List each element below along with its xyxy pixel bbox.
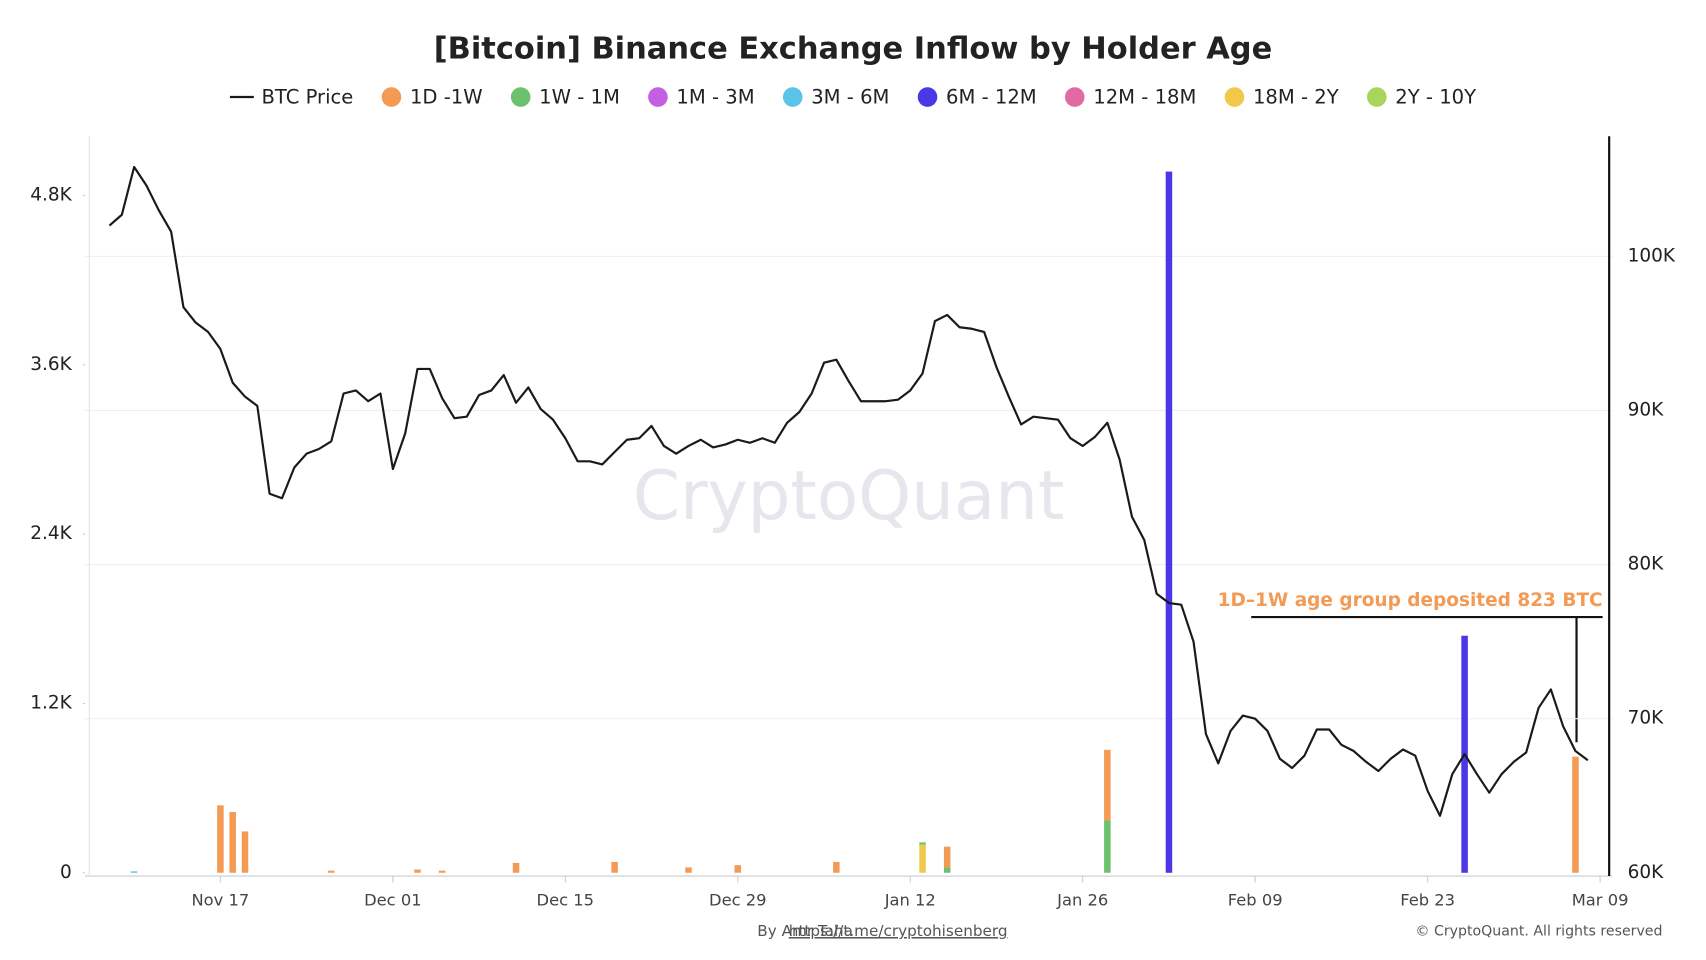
legend-marker	[782, 87, 803, 107]
y-tick-label: 0	[60, 862, 72, 883]
bar	[943, 846, 951, 868]
bar	[229, 811, 236, 873]
legend-marker	[1366, 87, 1387, 107]
bar	[685, 867, 692, 873]
y2-tick-label: 60K	[1628, 862, 1665, 883]
bar	[1104, 820, 1111, 873]
legend-label: 18M - 2Y	[1253, 86, 1339, 109]
legend-marker	[648, 87, 668, 107]
legend: BTC Price 1D -1W 1W - 1M 1M - 3M 3M - 6M 6M -…	[229, 86, 1476, 109]
y2-tick-label: 100K	[1628, 245, 1676, 266]
x-tick-label: Dec 29	[709, 891, 767, 910]
watermark: CryptoQuant	[633, 456, 1065, 535]
legend-marker	[917, 87, 938, 107]
x-tick-label: Feb 23	[1400, 891, 1455, 910]
y2-tick-label: 90K	[1628, 399, 1665, 420]
annotation: 1D–1W age group deposited 823 BTC	[1218, 590, 1603, 611]
bar	[1165, 171, 1173, 873]
x-tick-label: Jan 12	[884, 891, 936, 910]
y-tick-label: 2.4K	[30, 523, 72, 544]
bar	[919, 842, 926, 845]
bar	[919, 844, 926, 873]
legend-label: 1D -1W	[410, 86, 483, 109]
bar	[241, 831, 249, 873]
y2-tick-label: 70K	[1628, 708, 1665, 729]
footer-author: By Amr Taha	[757, 922, 853, 940]
legend-label: 6M - 12M	[946, 86, 1037, 109]
y-tick-label: 3.6K	[30, 354, 72, 375]
footer-link[interactable]: https://t.me/cryptohisenberg	[789, 922, 1008, 940]
legend-marker	[1064, 87, 1085, 107]
y2-tick-label: 80K	[1628, 554, 1665, 575]
x-tick-label: Jan 26	[1056, 891, 1108, 910]
legend-label: 12M - 18M	[1093, 86, 1196, 109]
legend-label: 1W - 1M	[539, 86, 620, 109]
x-tick-label: Dec 01	[364, 891, 422, 910]
bar	[1572, 756, 1579, 873]
legend-label: 2Y - 10Y	[1395, 86, 1476, 109]
chart-title: [Bitcoin] Binance Exchange Inflow by Hol…	[434, 32, 1273, 67]
legend-marker	[510, 87, 531, 107]
bar	[327, 870, 335, 873]
bar	[943, 867, 951, 873]
legend-label: 3M - 6M	[811, 86, 889, 109]
x-tick-label: Feb 09	[1228, 891, 1283, 910]
legend-label: BTC Price	[261, 86, 353, 109]
x-tick-label: Nov 17	[191, 891, 249, 910]
bar	[438, 870, 446, 873]
bar	[217, 805, 224, 873]
bar	[734, 865, 742, 873]
bar	[512, 862, 520, 873]
copyright: © CryptoQuant. All rights reserved	[1415, 924, 1662, 940]
bar	[611, 861, 618, 873]
x-tick-label: Mar 09	[1572, 891, 1629, 910]
x-tick-label: Dec 15	[537, 891, 595, 910]
bar	[833, 861, 840, 873]
bar	[130, 871, 138, 873]
price-line	[108, 165, 1589, 817]
legend-marker	[1224, 87, 1245, 107]
legend-label: 1M - 3M	[676, 86, 754, 109]
y-tick-label: 4.8K	[30, 184, 72, 205]
bar	[414, 869, 421, 873]
legend-marker	[381, 87, 402, 107]
bar	[1104, 749, 1111, 821]
y-tick-label: 1.2K	[30, 692, 72, 713]
